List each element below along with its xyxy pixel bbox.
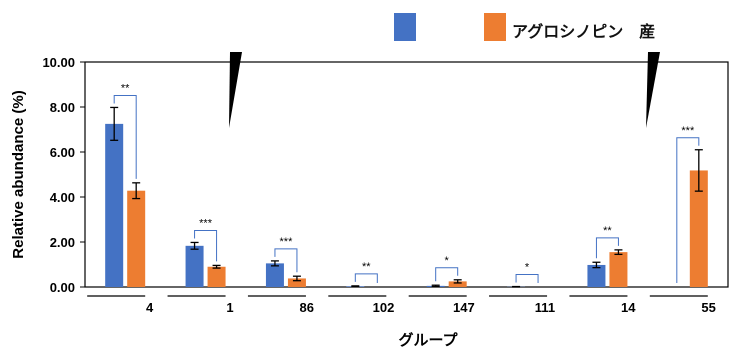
bar-2-86 [287,278,306,287]
legend: アグロシノピン 産 [0,8,739,48]
category-label: 111 [535,300,555,315]
bar-2-1 [207,266,226,287]
wedge-mark [229,52,242,128]
legend-swatch-series-1 [394,13,416,41]
category-label: 86 [299,300,313,315]
significance-bracket [595,237,619,259]
y-tick-label: 2.00 [50,235,75,250]
bar-2-55 [689,170,708,287]
bar-2-14 [609,252,628,287]
y-tick-label: 6.00 [50,145,75,160]
significance-bracket [194,229,218,262]
category-label: 55 [701,300,715,315]
legend-label-series-2: アグロシノピン 産 [512,24,656,41]
category-label: 1 [226,300,233,315]
significance-bracket [676,137,700,283]
category-label: 14 [621,300,636,315]
bar-1-1 [185,245,204,287]
significance-bracket [354,273,378,283]
significance-label: *** [199,217,213,229]
plot-frame [84,61,729,288]
significance-bracket [515,274,539,283]
y-tick-label: 4.00 [50,190,75,205]
significance-label: ** [362,261,371,273]
significance-label: ** [603,225,612,237]
significance-label: * [445,255,450,267]
legend-swatch-series-2 [484,13,506,41]
y-axis-title: Relative abundance (%) [10,90,27,258]
significance-label: ** [121,82,130,94]
category-label: 4 [146,300,154,315]
significance-label: *** [280,236,294,248]
bar-1-86 [265,263,284,287]
significance-label: *** [681,125,695,137]
y-tick-label: 10.00 [42,55,75,70]
significance-label: * [525,262,530,274]
category-label: 102 [373,300,395,315]
bar-1-4 [105,123,124,287]
wedge-mark [646,52,660,128]
significance-bracket [274,248,298,273]
bar-1-14 [587,264,606,287]
y-tick-label: 8.00 [50,100,75,115]
significance-bracket [435,267,459,282]
category-label: 147 [453,300,475,315]
significance-bracket [113,94,137,179]
y-tick-label: 0.00 [50,280,75,295]
x-axis-title: グループ [398,331,458,349]
bar-2-147 [448,281,467,287]
bar-2-4 [127,190,146,287]
